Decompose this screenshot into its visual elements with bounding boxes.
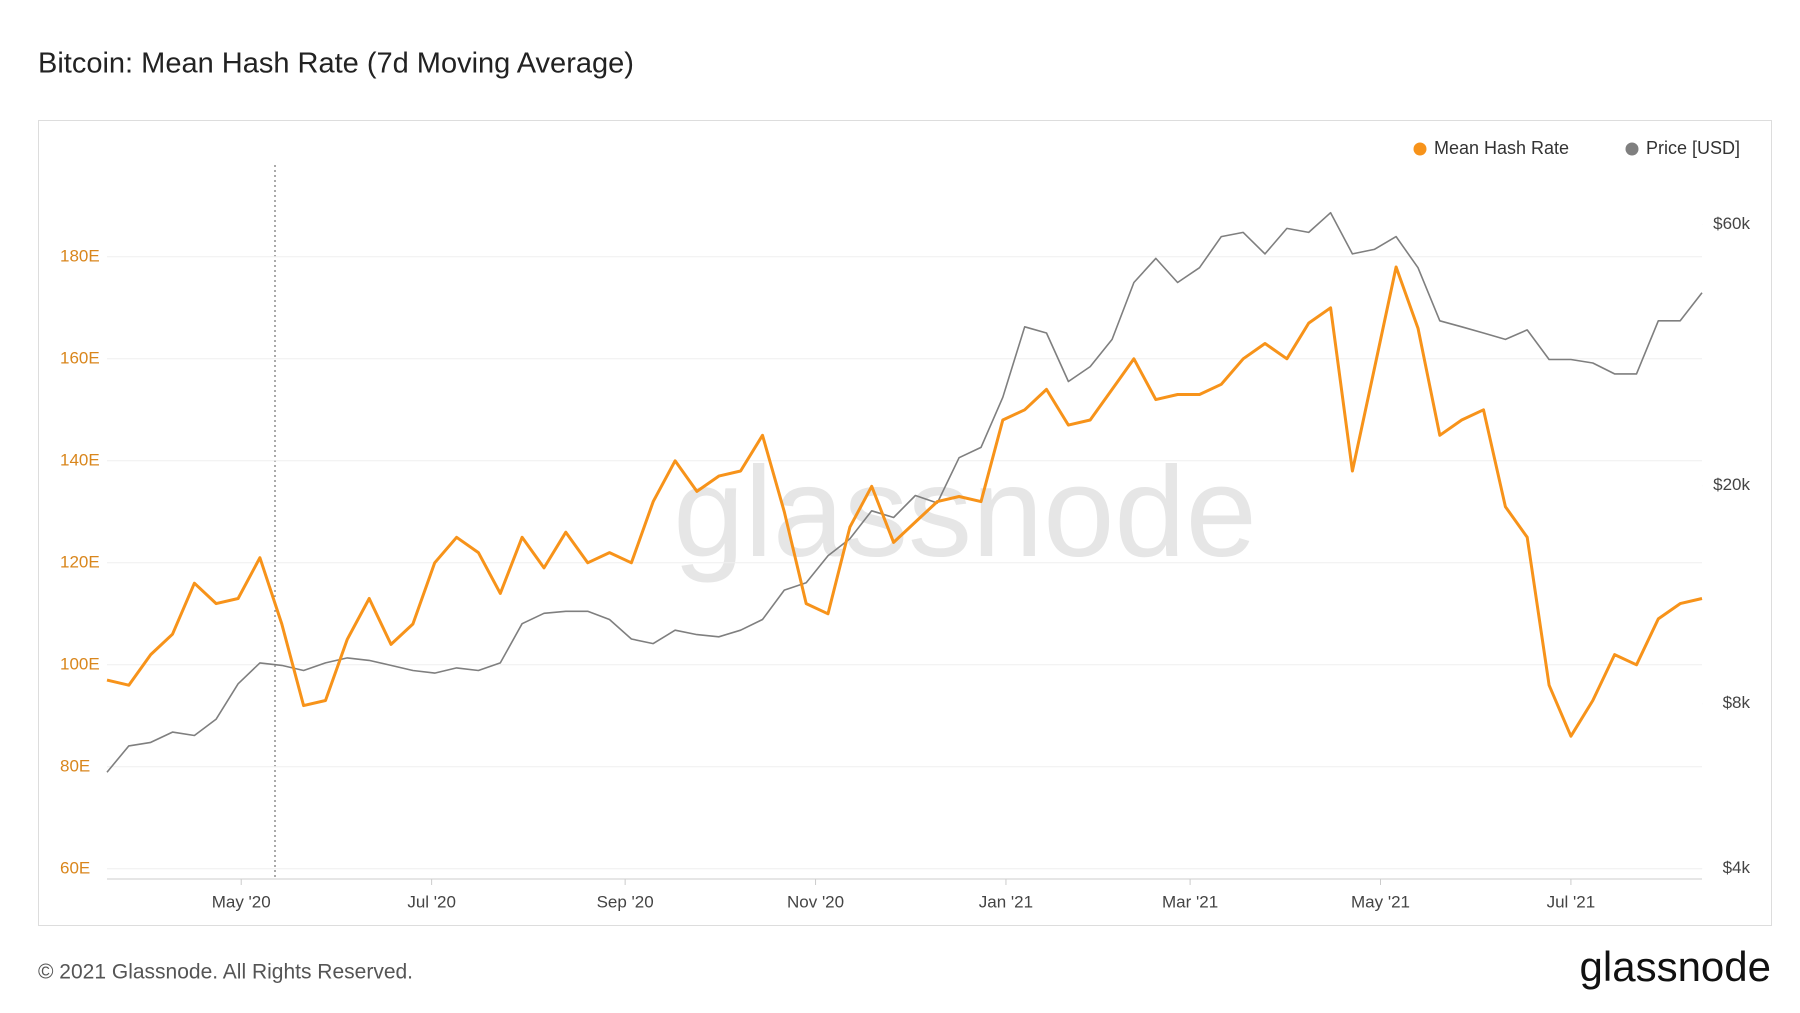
legend-swatch [1625,142,1639,156]
grid [107,256,1702,870]
y2-tick-label: $20k [1713,475,1750,494]
y-tick-label: 120E [60,552,100,571]
x-tick-label: Jul '21 [1547,892,1596,911]
y-tick-label: 140E [60,450,100,469]
y-tick-label: 80E [60,756,90,775]
series-line [106,211,1703,773]
x-tick-label: May '21 [1351,892,1410,911]
y-tick-label: 160E [60,348,100,367]
y-tick-label: 60E [60,858,90,877]
chart-title: Bitcoin: Mean Hash Rate (7d Moving Avera… [38,48,634,80]
y2-tick-label: $60k [1713,214,1750,233]
logo: glassnode [1580,943,1771,990]
x-tick-label: Jul '20 [407,892,456,911]
legend-label: Price [USD] [1646,138,1740,158]
legend-swatch [1413,142,1427,156]
y2-tick-label: $4k [1723,858,1751,877]
chart-frame [38,120,1772,926]
series-line [106,265,1703,738]
x-tick-label: May '20 [212,892,271,911]
legend-label: Mean Hash Rate [1434,138,1569,158]
y2-tick-label: $8k [1723,693,1751,712]
x-tick-label: Jan '21 [979,892,1033,911]
y-tick-label: 180E [60,246,100,265]
footer: © 2021 Glassnode. All Rights Reserved. [38,961,413,984]
y-tick-label: 100E [60,654,100,673]
x-tick-label: Nov '20 [787,892,844,911]
x-tick-label: Mar '21 [1162,892,1218,911]
x-tick-label: Sep '20 [597,892,654,911]
